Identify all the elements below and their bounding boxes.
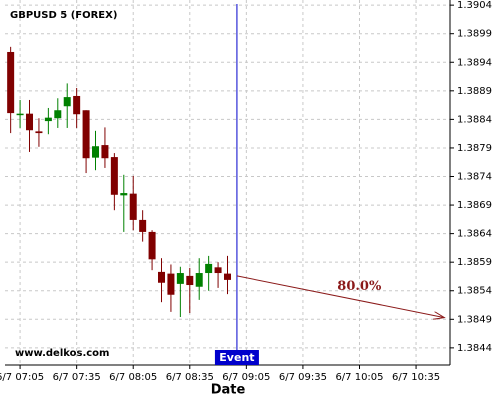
candle-body	[139, 219, 147, 232]
chart-title: GBPUSD 5 (FOREX)	[10, 10, 117, 21]
candle	[82, 110, 90, 174]
candle-body	[224, 273, 231, 280]
candle	[7, 46, 15, 134]
y-tick-label: 1.3884	[457, 114, 492, 125]
candle	[73, 87, 81, 128]
candle-body	[120, 193, 128, 196]
x-axis-title: Date	[211, 383, 246, 398]
x-tick-label: 6/7 09:05	[222, 372, 270, 383]
y-tick-label: 1.3904	[457, 0, 492, 11]
forecast-label: 80.0%	[337, 279, 382, 294]
x-tick-label: 6/7 10:35	[392, 372, 440, 383]
candle-body	[101, 145, 109, 159]
plot-area	[5, 0, 450, 365]
candle	[158, 258, 166, 303]
forecast-arrow	[236, 275, 444, 318]
event-box	[214, 350, 259, 365]
candle	[214, 262, 222, 288]
y-tick-label: 1.3869	[457, 200, 492, 211]
candle	[195, 258, 203, 300]
candle-body	[82, 110, 90, 159]
candle-body	[63, 97, 71, 107]
candle-body	[205, 263, 213, 274]
y-tick-label: 1.3899	[457, 29, 492, 40]
candle	[120, 174, 128, 232]
candle-body	[195, 273, 203, 287]
candle	[35, 118, 43, 147]
candle	[139, 210, 147, 242]
y-tick-label: 1.3859	[457, 257, 492, 268]
y-tick-label: 1.3844	[457, 343, 492, 354]
event-label: Event	[219, 351, 254, 364]
candle-body	[167, 273, 175, 295]
x-tick-label: 6/7 08:35	[166, 372, 214, 383]
y-tick-label: 1.3889	[457, 86, 492, 97]
candle	[167, 264, 175, 312]
candle	[186, 267, 194, 314]
watermark: www.delkos.com	[15, 348, 109, 359]
y-tick-label: 1.3874	[457, 172, 492, 183]
candle	[129, 175, 137, 231]
candle	[224, 255, 231, 295]
candle-body	[148, 231, 156, 260]
candle-body	[7, 51, 15, 114]
candle-body	[214, 267, 222, 274]
candle-body	[186, 275, 194, 286]
candle-body	[158, 271, 166, 283]
candle	[44, 107, 52, 135]
candle-body	[92, 146, 100, 158]
candle-body	[73, 95, 81, 115]
x-tick-label: 6/7 09:35	[279, 372, 327, 383]
candle-body	[54, 110, 62, 119]
candle	[176, 266, 184, 318]
y-tick-label: 1.3879	[457, 143, 492, 154]
candle	[63, 83, 71, 128]
x-tick-label: 6/7 07:05	[0, 372, 44, 383]
y-tick-label: 1.3864	[457, 229, 492, 240]
candle-body	[110, 157, 118, 195]
candle	[26, 99, 34, 152]
candle-body	[176, 273, 184, 284]
candle	[110, 153, 118, 211]
candle	[101, 127, 109, 168]
candle-body	[35, 131, 43, 134]
y-tick-label: 1.3854	[457, 286, 492, 297]
y-tick-label: 1.3849	[457, 314, 492, 325]
x-tick-label: 6/7 07:35	[53, 372, 101, 383]
candle-body	[44, 117, 52, 122]
candle	[92, 130, 100, 171]
y-tick-label: 1.3894	[457, 57, 492, 68]
candle-body	[26, 113, 34, 131]
candle	[148, 230, 156, 271]
x-tick-label: 6/7 08:05	[109, 372, 157, 383]
x-tick-label: 6/7 10:05	[335, 372, 383, 383]
candle-body	[16, 113, 24, 116]
candle	[16, 99, 24, 128]
candle	[205, 255, 213, 291]
candle	[54, 98, 62, 128]
candle-body	[129, 193, 137, 220]
